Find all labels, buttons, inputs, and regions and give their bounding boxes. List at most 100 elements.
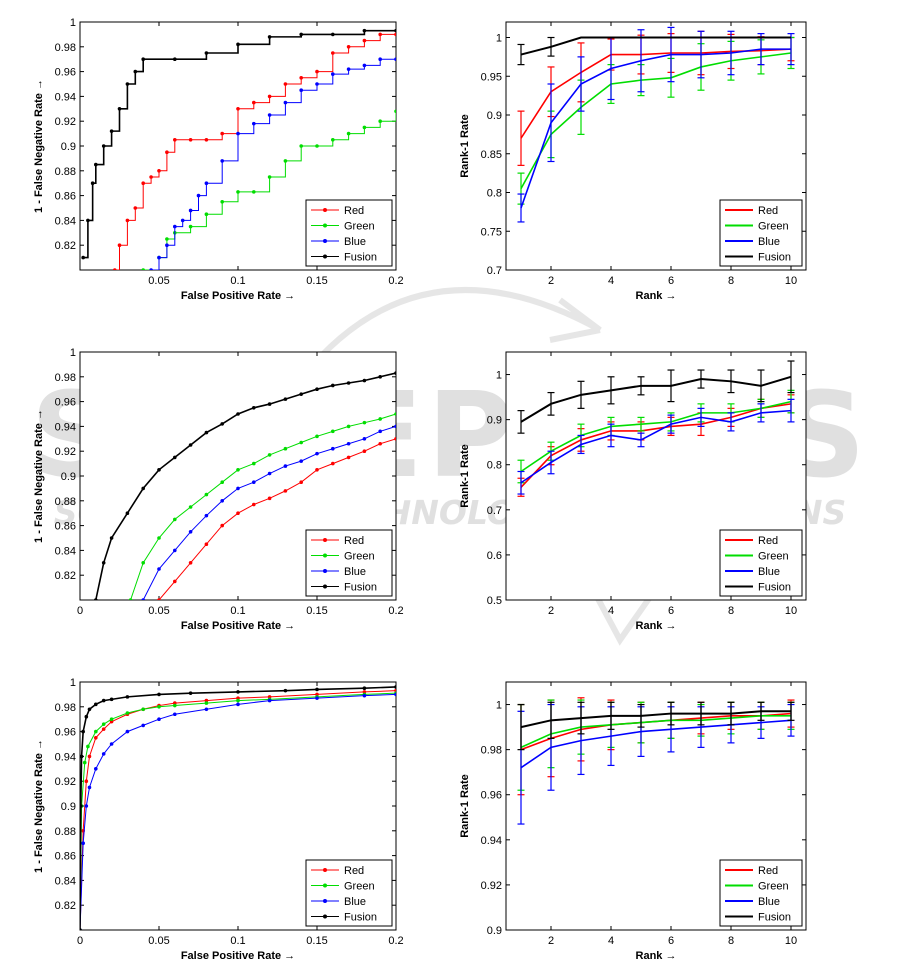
point-blue	[236, 702, 240, 707]
errorbar-fusion	[667, 701, 675, 726]
point-blue	[378, 57, 383, 61]
point-green	[252, 461, 256, 466]
legend-box	[305, 199, 393, 267]
errorbar-blue	[637, 432, 645, 448]
point-green	[82, 760, 87, 765]
point-green	[86, 744, 90, 749]
errorbar-fusion	[517, 410, 525, 434]
point-red	[165, 150, 169, 154]
point-green	[331, 138, 335, 142]
y-tick-label: 0.9	[61, 141, 76, 153]
legend-label: Green	[344, 551, 375, 563]
x-tick-label: 0	[77, 605, 83, 617]
legend-marker-fusion	[323, 914, 327, 919]
point-green	[101, 722, 106, 726]
errorbar-fusion	[517, 703, 525, 751]
x-tick-label: 4	[608, 935, 614, 947]
errorbar-blue	[697, 407, 705, 427]
point-fusion	[283, 688, 288, 693]
legend-marker-blue	[323, 569, 327, 573]
point-red	[87, 754, 92, 759]
point-blue	[173, 712, 177, 717]
point-green	[394, 412, 396, 416]
point-red	[267, 695, 272, 699]
errorbar-blue	[667, 26, 675, 83]
point-green	[141, 707, 145, 712]
watermark-swoosh	[297, 287, 602, 382]
point-fusion	[109, 536, 114, 540]
x-tick-label: 10	[785, 935, 797, 947]
point-blue	[362, 693, 367, 698]
point-red	[252, 502, 256, 507]
point-green	[109, 717, 114, 721]
point-blue	[394, 424, 396, 429]
series-line-blue	[520, 48, 791, 209]
point-red	[362, 449, 367, 454]
point-red	[331, 51, 335, 55]
point-green	[378, 417, 383, 421]
errorbar-fusion	[697, 701, 705, 726]
point-fusion	[362, 686, 367, 690]
legend-marker-fusion	[323, 584, 327, 589]
legend-label: Green	[758, 881, 789, 893]
y-tick-label: 0.88	[55, 496, 76, 508]
point-green	[220, 480, 224, 485]
chart-roc-3: 0 0.05 0.1 0.15 0.2 0.82 0.84 0.86 0.88 0.9 0.92 0.…	[33, 677, 404, 962]
y-tick-label: 0.9	[61, 471, 76, 483]
point-red	[125, 218, 130, 223]
legend-label: Fusion	[344, 582, 377, 594]
x-tick-label: 0.1	[230, 275, 245, 287]
point-green	[128, 598, 133, 600]
point-fusion	[346, 381, 351, 385]
point-green	[204, 212, 209, 216]
point-red	[299, 480, 304, 485]
point-green	[141, 561, 145, 565]
point-fusion	[188, 691, 193, 695]
y-tick-label: 0.94	[481, 835, 502, 847]
x-tick-label: 6	[668, 275, 674, 287]
point-red	[283, 489, 288, 493]
point-fusion	[236, 690, 240, 694]
point-fusion	[157, 468, 161, 472]
point-green	[204, 492, 209, 497]
y-tick-label: 0.96	[55, 397, 76, 409]
errorbar-blue	[727, 412, 735, 432]
point-blue	[220, 499, 224, 503]
y-tick-label: 0.95	[481, 71, 502, 83]
legend-label: Red	[344, 865, 364, 877]
point-red	[188, 561, 193, 565]
point-green	[362, 125, 367, 130]
point-red	[315, 69, 319, 74]
point-green	[188, 505, 193, 509]
point-blue	[267, 471, 272, 476]
y-axis-label: 1 - False Negative Rate →	[33, 409, 45, 543]
point-red	[220, 523, 224, 528]
point-red	[157, 169, 161, 173]
point-red	[315, 692, 319, 697]
point-green	[236, 190, 240, 194]
point-blue	[94, 767, 98, 771]
legend-marker-red	[323, 538, 327, 542]
point-green	[125, 711, 130, 715]
x-axis-label: Rank →	[636, 620, 677, 632]
point-blue	[267, 113, 272, 117]
legend-marker-red	[323, 868, 327, 872]
y-axis-label: Rank-1 Rate	[459, 114, 471, 178]
point-blue	[346, 67, 351, 71]
point-blue	[87, 785, 92, 790]
point-red	[346, 455, 351, 460]
point-blue	[220, 159, 224, 163]
x-axis-label: Rank →	[636, 950, 677, 962]
point-blue	[81, 841, 85, 845]
errorbar-fusion	[667, 369, 675, 403]
legend-label: Fusion	[344, 252, 377, 264]
point-red	[112, 268, 117, 270]
point-red	[84, 779, 89, 783]
errorbar-fusion	[787, 701, 795, 721]
point-red	[173, 138, 177, 142]
point-blue	[157, 567, 161, 571]
point-red	[346, 45, 351, 49]
point-blue	[362, 437, 367, 441]
point-blue	[125, 729, 130, 734]
legend-marker-blue	[323, 239, 327, 243]
